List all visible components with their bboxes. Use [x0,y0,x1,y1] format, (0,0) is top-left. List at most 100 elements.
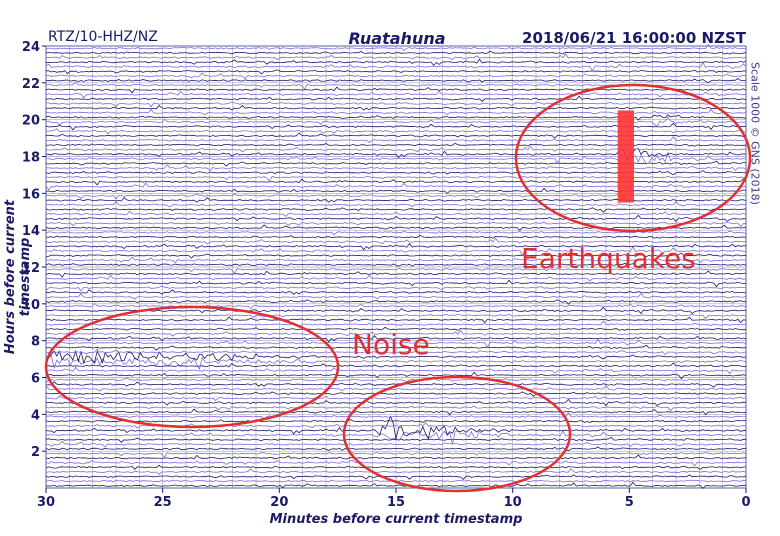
trace-line [45,377,747,384]
noise-ellipse-bottom [342,375,572,493]
trace-line [45,481,747,489]
x-tick-label: 25 [154,495,172,510]
trace-line [45,316,747,323]
trace-line [45,474,747,480]
trace-line [45,289,747,295]
trace-line [45,267,747,275]
trace-line [45,479,747,483]
y-tick-label: 16 [22,187,40,202]
trace-line [45,419,747,423]
trace-line [46,440,747,448]
trace-line [45,362,747,368]
trace-line [45,385,746,392]
y-tick-label: 4 [31,408,40,423]
trace-line [46,366,747,375]
trace-line [45,405,747,412]
x-tick-label: 15 [387,495,405,510]
trace-line [45,460,747,467]
y-tick-label: 6 [31,372,40,387]
trace-line [45,412,747,420]
trace-line [45,306,746,315]
trace-line [45,329,747,337]
trace-line [45,224,747,231]
trace-line [45,292,747,300]
trace-line [45,262,747,268]
y-tick-label: 8 [31,335,40,350]
y-tick-label: 20 [22,114,40,129]
x-tick-label: 30 [37,495,55,510]
trace-line [45,371,747,380]
noise-ellipse-left [44,305,340,429]
trace-line [45,398,747,407]
trace-line [45,299,747,305]
trace-line [45,270,747,278]
y-tick-label: 14 [22,224,40,239]
timestamp-label: 2018/06/21 16:00:00 NZST [522,29,746,47]
trace-line [45,348,747,356]
x-tick-label: 0 [741,495,750,510]
trace-line [45,320,746,328]
trace-line [45,90,747,99]
y-tick-label: 24 [22,40,40,55]
trace-line [45,228,747,236]
trace-line [45,274,747,282]
y-tick-label: 10 [22,298,40,313]
trace-line [45,78,747,84]
trace-line [45,468,747,475]
trace-line [45,334,747,343]
trace-line [45,234,747,239]
x-axis-title: Minutes before current timestamp [269,512,523,527]
trace-line [45,326,747,331]
y-tick-label: 2 [31,445,40,460]
y-tick-label: 18 [22,151,40,166]
scale-copyright-note: Scale 1000 © GNS (2018) [748,62,762,205]
trace-line [45,279,746,288]
x-tick-label: 10 [504,495,522,510]
trace-line [45,95,747,102]
trace-line [45,214,747,223]
trace-line [45,408,747,416]
trace-line [45,58,747,67]
trace-line [45,207,747,213]
trace-line [45,344,747,351]
trace-line [45,436,747,443]
trace-line [46,242,747,251]
trace-line [45,43,747,51]
trace-line [45,210,747,217]
trace-line [45,285,747,292]
trace-line [45,237,747,245]
trace-line [45,72,747,80]
noise-annotation: Noise [352,328,430,361]
y-axis-title: Hours before current timestamp [3,199,33,355]
trace-line [45,221,747,228]
trace-line [45,391,747,397]
channel-label: RTZ/10-HHZ/NZ [48,29,158,45]
y-tick-label: 22 [22,77,40,92]
trace-line [45,355,747,371]
trace-line [45,337,747,349]
trace-line [45,86,747,94]
trace-line [46,101,747,108]
trace-line [45,415,747,440]
trace-line [45,53,747,61]
trace-line [45,381,747,388]
earthquakes-annotation: Earthquakes [521,242,696,275]
trace-line [45,454,747,460]
trace-line [45,105,747,111]
trace-line [45,464,747,470]
trace-line [45,349,747,365]
trace-line [45,313,747,320]
station-name: Ruatahuna [348,29,446,48]
trace-line [45,61,747,72]
trace-line [45,245,747,257]
y-tick-label: 12 [22,261,40,276]
trace-line [45,446,747,452]
x-tick-label: 5 [625,495,634,510]
trace-line [45,256,747,264]
trace-line [45,302,747,310]
x-tick-label: 20 [270,495,288,510]
trace-line [45,452,747,459]
trace-line [45,200,747,208]
trace-line [46,69,747,75]
